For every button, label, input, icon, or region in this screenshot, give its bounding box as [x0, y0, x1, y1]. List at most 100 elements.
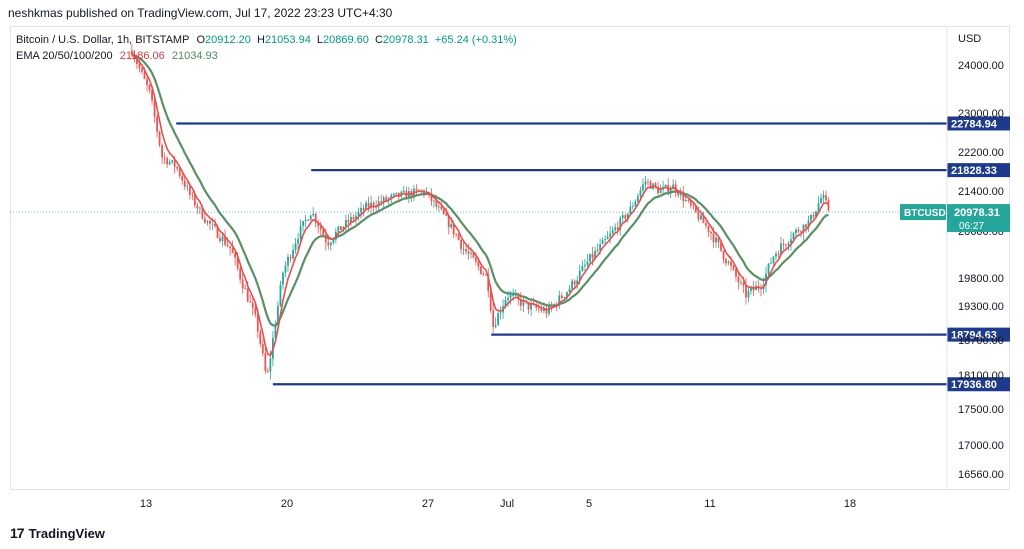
close-value: 20978.31 — [382, 34, 429, 46]
candle-body — [581, 266, 584, 271]
candle-body — [497, 313, 500, 326]
candle-body — [810, 214, 812, 221]
y-tick-label: 22200.00 — [958, 147, 1004, 159]
candle-body — [173, 160, 176, 167]
candle-body — [479, 266, 482, 275]
candle-body — [594, 250, 596, 259]
candle-body — [188, 186, 191, 195]
candle-body — [251, 302, 254, 308]
footer-brand[interactable]: 17 TradingView — [10, 525, 105, 541]
candle-body — [234, 253, 237, 258]
candle-body — [767, 263, 770, 274]
candle-body — [191, 194, 194, 196]
candle-body — [166, 158, 169, 165]
candle-body — [385, 197, 388, 201]
candle-body — [418, 189, 420, 192]
candle-body — [231, 248, 234, 254]
countdown-label: 06:27 — [959, 221, 984, 232]
symbol-label[interactable]: Bitcoin / U.S. Dollar, 1h, BITSTAMP — [16, 34, 190, 46]
candle-body — [312, 213, 315, 216]
candle-body — [329, 242, 332, 246]
currency-label: USD — [958, 33, 981, 45]
ema-fast-line — [131, 54, 830, 357]
high-value: 21053.94 — [264, 34, 311, 46]
candle-body — [805, 224, 807, 228]
candle-body — [712, 233, 715, 243]
candle-body — [254, 307, 257, 315]
candle-body — [229, 246, 231, 249]
candle-body — [745, 285, 747, 298]
candle-body — [677, 191, 680, 196]
candle-body — [795, 229, 797, 234]
candle-body — [775, 253, 777, 257]
candle-body — [141, 68, 143, 72]
candle-body — [216, 226, 219, 238]
candle-body — [694, 206, 697, 213]
candle-body — [183, 180, 186, 187]
candle-body — [282, 272, 284, 285]
candle-body — [279, 284, 282, 306]
current-price-badge — [947, 204, 1010, 233]
candle-body — [442, 209, 445, 215]
candle-body — [637, 196, 639, 202]
candle-body — [540, 308, 543, 312]
candle-body — [742, 282, 745, 286]
candle-body — [765, 273, 767, 286]
candle-body — [514, 294, 517, 296]
candle-body — [522, 300, 525, 306]
close-key: C — [374, 34, 383, 46]
candle-body — [472, 252, 475, 258]
candle-body — [537, 307, 540, 309]
candle-body — [669, 189, 672, 193]
candle-body — [430, 193, 433, 202]
candle-body — [772, 256, 775, 264]
candle-body — [339, 226, 342, 231]
candle-body — [812, 214, 815, 217]
candle-body — [198, 207, 201, 209]
candle-body — [644, 181, 647, 185]
y-tick-label: 18700.00 — [958, 335, 1004, 347]
candle-body — [214, 223, 216, 227]
candle-body — [576, 280, 579, 285]
candle-body — [785, 244, 787, 246]
x-tick-label: 11 — [704, 498, 715, 510]
tradingview-logo-icon: 17 — [10, 525, 25, 541]
candle-body — [452, 223, 455, 235]
symbol-badge — [900, 204, 946, 221]
candle-body — [780, 243, 782, 255]
candle-body — [259, 331, 262, 344]
candle-body — [462, 248, 465, 250]
candle-body — [465, 248, 467, 252]
candle-body — [244, 288, 247, 289]
y-tick-label: 23000.00 — [958, 108, 1004, 120]
candle-body — [226, 244, 229, 247]
y-tick-label: 17000.00 — [958, 440, 1004, 452]
candle-body — [679, 192, 682, 196]
candle-body — [304, 219, 307, 222]
candle-body — [611, 230, 614, 234]
y-tick-label: 18100.00 — [958, 370, 1004, 382]
x-tick-label: 18 — [844, 498, 856, 510]
level-badge — [947, 327, 1010, 342]
low-value: 20869.60 — [323, 34, 369, 46]
candle-body — [196, 205, 199, 209]
candle-body — [707, 225, 710, 232]
candle-body — [277, 305, 279, 326]
candle-body — [634, 201, 637, 207]
candle-body — [342, 226, 345, 231]
candle-body — [292, 250, 294, 259]
candle-body — [715, 237, 717, 243]
candle-body — [219, 237, 221, 242]
candle-body — [616, 227, 619, 230]
ema-label[interactable]: EMA 20/50/100/200 — [16, 50, 113, 62]
high-key: H — [256, 34, 265, 46]
candle-body — [578, 270, 581, 281]
candle-body — [770, 263, 772, 265]
candle-body — [357, 212, 360, 216]
candle-body — [365, 202, 367, 210]
candle-body — [297, 239, 299, 244]
candle-body — [782, 243, 785, 245]
candle-body — [494, 325, 497, 327]
candle-body — [802, 224, 805, 233]
